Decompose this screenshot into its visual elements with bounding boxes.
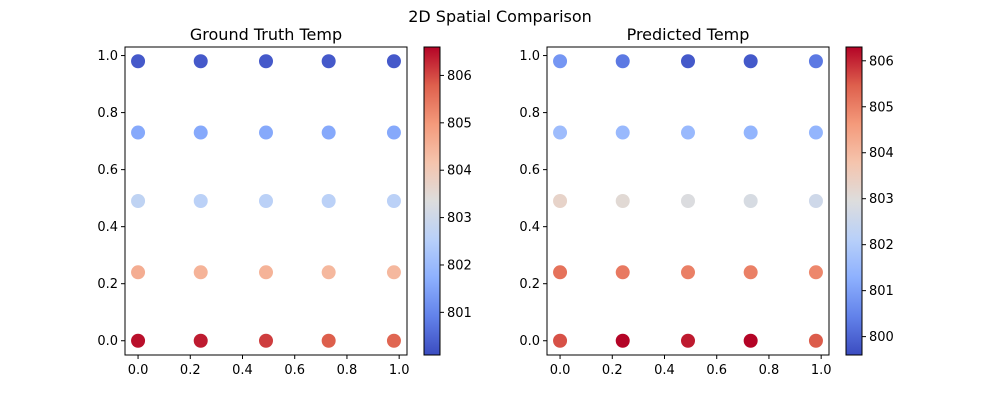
colorbar-tick-label: 802: [869, 238, 894, 253]
colorbar-tick-label: 802: [447, 258, 472, 273]
scatter-point: [615, 333, 630, 348]
scatter-point: [743, 265, 758, 280]
scatter-point: [553, 54, 568, 69]
predicted-panel: Predicted Temp 0.0 0.2 0.4 0.6 0.8 1.0 0.0 0.2 0.…: [519, 25, 894, 378]
y-tick-label: 0.8: [97, 106, 118, 121]
y-tick-label: 0.0: [97, 334, 118, 349]
axes-frame: [546, 46, 830, 356]
colorbar-tick-label: 801: [447, 306, 472, 321]
y-tick-label: 0.0: [519, 334, 540, 349]
scatter-point: [615, 125, 630, 140]
x-tick-label: 1.0: [811, 363, 832, 378]
scatter-point: [131, 54, 146, 69]
y-tick-label: 0.2: [519, 277, 540, 292]
panel-title: Predicted Temp: [627, 25, 750, 44]
scatter-point: [681, 125, 695, 140]
y-tick-label: 0.6: [97, 163, 118, 178]
x-tick-label: 1.0: [389, 363, 410, 378]
scatter-point: [615, 265, 630, 280]
scatter-point: [259, 333, 273, 348]
scatter-point: [386, 54, 401, 69]
panel-title: Ground Truth Temp: [190, 25, 342, 44]
axes-frame: [124, 46, 408, 356]
x-tick-label: 0.8: [337, 363, 358, 378]
x-tick-label: 0.4: [654, 363, 675, 378]
scatter-point: [808, 333, 823, 348]
scatter-point: [259, 54, 273, 69]
scatter-point: [193, 333, 208, 348]
scatter-point: [615, 54, 630, 69]
colorbar: [845, 46, 863, 356]
scatter-point: [808, 54, 823, 69]
colorbar-tick-label: 805: [447, 116, 472, 131]
scatter-point: [321, 125, 336, 140]
scatter-point: [553, 333, 568, 348]
x-tick-label: 0.6: [706, 363, 727, 378]
figure-title: 2D Spatial Comparison: [408, 7, 592, 26]
scatter-point: [681, 54, 695, 69]
x-tick-label: 0.6: [284, 363, 305, 378]
scatter-point: [131, 265, 146, 280]
x-tick-label: 0.2: [180, 363, 201, 378]
scatter-point: [321, 265, 336, 280]
colorbar-tick-label: 800: [869, 330, 894, 345]
scatter-point: [386, 194, 401, 208]
x-tick-label: 0.8: [759, 363, 780, 378]
colorbar: [423, 46, 441, 356]
colorbar-tick-label: 804: [447, 164, 472, 179]
scatter-point: [131, 125, 146, 140]
y-tick-label: 0.2: [97, 277, 118, 292]
y-tick-label: 1.0: [519, 49, 540, 64]
scatter-point: [743, 194, 758, 208]
scatter-point: [193, 54, 208, 69]
scatter-point: [681, 265, 695, 280]
scatter-point: [321, 54, 336, 69]
scatter-point: [193, 125, 208, 140]
scatter-point: [321, 194, 336, 208]
scatter-point: [386, 125, 401, 140]
scatter-point: [131, 194, 146, 208]
x-tick-label: 0.0: [550, 363, 571, 378]
scatter-point: [743, 54, 758, 69]
colorbar-tick-label: 804: [869, 146, 894, 161]
scatter-point: [386, 265, 401, 280]
scatter-point: [681, 194, 695, 208]
colorbar-tick-label: 806: [869, 54, 894, 69]
scatter-point: [553, 265, 568, 280]
colorbar-tick-label: 805: [869, 100, 894, 115]
y-tick-label: 0.4: [519, 220, 540, 235]
scatter-point: [808, 125, 823, 140]
scatter-point: [681, 333, 695, 348]
scatter-point: [553, 125, 568, 140]
x-tick-label: 0.0: [128, 363, 149, 378]
colorbar-tick-label: 803: [869, 192, 894, 207]
x-tick-label: 0.4: [232, 363, 253, 378]
scatter-point: [259, 125, 273, 140]
scatter-point: [131, 333, 146, 348]
scatter-point: [193, 265, 208, 280]
scatter-point: [743, 333, 758, 348]
scatter-point: [808, 265, 823, 280]
y-tick-label: 0.4: [97, 220, 118, 235]
scatter-point: [743, 125, 758, 140]
y-tick-label: 0.8: [519, 106, 540, 121]
scatter-point: [321, 333, 336, 348]
colorbar-tick-label: 806: [447, 69, 472, 84]
scatter-point: [259, 265, 273, 280]
colorbar-tick-label: 803: [447, 211, 472, 226]
y-tick-label: 0.6: [519, 163, 540, 178]
y-tick-label: 1.0: [97, 49, 118, 64]
colorbar-tick-label: 801: [869, 284, 894, 299]
ground-truth-panel: Ground Truth Temp 0.0 0.2 0.4 0.6 0.8 1.0 0.0 0.…: [97, 25, 472, 378]
scatter-point: [553, 194, 568, 208]
scatter-point: [808, 194, 823, 208]
scatter-point: [259, 194, 273, 208]
scatter-point: [615, 194, 630, 208]
x-tick-label: 0.2: [602, 363, 623, 378]
scatter-point: [386, 333, 401, 348]
scatter-point: [193, 194, 208, 208]
